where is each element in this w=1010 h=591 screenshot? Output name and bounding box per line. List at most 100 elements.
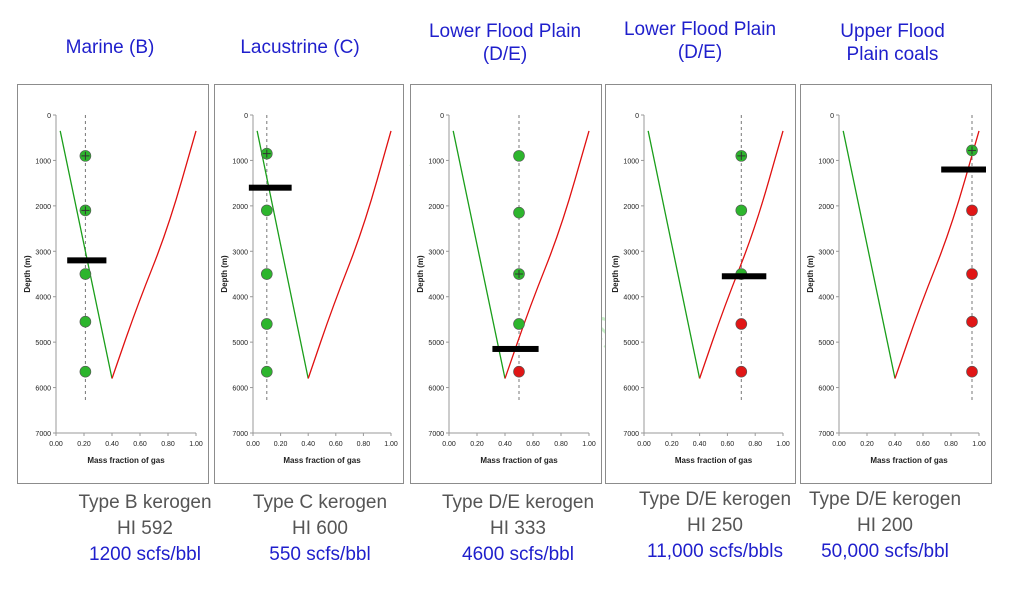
chart-svg: 0 1000 2000 3000 4000 5000 6000 7000 0.00 0.20 0.4… — [611, 113, 790, 465]
y-axis-label: Depth (m) — [806, 255, 815, 293]
sample-point — [260, 365, 273, 378]
panel-3-title-line: (D/E) — [677, 42, 723, 63]
panel-3-kerogen: Type D/E kerogen — [638, 489, 792, 510]
chart-svg: 0 1000 2000 3000 4000 5000 6000 7000 0.00 0.20 0.4… — [220, 113, 398, 465]
sample-point — [260, 268, 273, 280]
panel-2-chart: 0 1000 2000 3000 4000 5000 6000 7000 0.00 0.20 0.4… — [410, 84, 602, 484]
y-tick-label: 7000 — [818, 431, 834, 438]
y-tick-label: 5000 — [623, 340, 639, 347]
y-tick-label: 4000 — [232, 295, 248, 302]
y-tick-label: 6000 — [818, 386, 834, 393]
y-tick-label: 0 — [440, 113, 444, 120]
panel-2-title: Lower Flood Plain (D/E) — [410, 20, 600, 66]
x-tick-label: 0.60 — [329, 441, 343, 448]
y-tick-label: 1000 — [232, 158, 248, 165]
x-tick-label: 0.80 — [554, 441, 568, 448]
y-tick-label: 3000 — [232, 249, 248, 256]
panel-4-chart: 0 1000 2000 3000 4000 5000 6000 7000 0.00 0.20 0.4… — [800, 84, 992, 484]
red-line — [504, 130, 590, 379]
panel-4-title-line: Upper Flood — [840, 21, 945, 42]
y-tick-label: 3000 — [428, 249, 444, 256]
y-axis-label: Depth (m) — [220, 255, 229, 293]
panel-2-hi: HI 333 — [490, 518, 546, 539]
green-line — [452, 130, 506, 379]
x-tick-label: 0.20 — [77, 441, 91, 448]
y-tick-label: 0 — [635, 113, 639, 120]
panel-3-caption: Type D/E kerogen HI 250 11,000 scfs/bbls — [630, 487, 800, 565]
sample-point — [79, 268, 92, 280]
y-tick-label: 3000 — [623, 249, 639, 256]
y-axis-label: Depth (m) — [23, 255, 32, 293]
y-tick-label: 6000 — [623, 386, 639, 393]
y-tick-label: 5000 — [428, 340, 444, 347]
x-tick-label: 0.00 — [49, 441, 63, 448]
x-tick-label: 0.60 — [526, 441, 540, 448]
x-tick-label: 1.00 — [384, 441, 398, 448]
sample-point — [966, 315, 978, 328]
panel-2-title-line: Lower Flood Plain — [428, 21, 582, 42]
panel-1-chart: 0 1000 2000 3000 4000 5000 6000 7000 0.00 0.20 0.4… — [214, 84, 404, 484]
y-tick-label: 4000 — [818, 295, 834, 302]
y-tick-label: 5000 — [818, 340, 834, 347]
panel-1-rate: 550 scfs/bbl — [269, 544, 371, 565]
panel-1-hi: HI 600 — [292, 518, 348, 539]
y-tick-label: 4000 — [35, 295, 51, 302]
y-tick-label: 2000 — [35, 204, 51, 211]
black-bar — [248, 184, 292, 191]
x-tick-label: 0.80 — [944, 441, 958, 448]
panel-1-title-line: Lacustrine (C) — [240, 37, 360, 58]
y-tick-label: 5000 — [35, 340, 51, 347]
panel-4-hi: HI 200 — [857, 515, 913, 536]
sample-point — [513, 318, 525, 330]
panel-0-hi: HI 592 — [117, 518, 173, 539]
x-axis-label: Mass fraction of gas — [283, 456, 361, 465]
red-line — [894, 130, 980, 379]
panel-3-chart: 0 1000 2000 3000 4000 5000 6000 7000 0.00 0.20 0.4… — [605, 84, 796, 484]
sample-point — [735, 318, 748, 330]
panel-1-caption: Type C kerogen HI 600 550 scfs/bbl — [235, 490, 405, 568]
y-axis-label: Depth (m) — [416, 255, 425, 293]
sample-point — [966, 365, 978, 378]
green-line — [59, 130, 113, 379]
x-tick-label: 0.80 — [161, 441, 175, 448]
sample-point — [79, 365, 92, 378]
x-tick-label: 1.00 — [776, 441, 790, 448]
sample-point — [513, 365, 525, 378]
panel-2-title-line: (D/E) — [482, 44, 528, 65]
y-axis-label: Depth (m) — [611, 255, 620, 293]
y-tick-label: 5000 — [232, 340, 248, 347]
panel-2-kerogen: Type D/E kerogen — [441, 492, 595, 513]
y-tick-label: 6000 — [428, 386, 444, 393]
x-tick-label: 0.80 — [357, 441, 371, 448]
black-bar — [941, 166, 986, 173]
red-line — [698, 130, 784, 379]
y-tick-label: 3000 — [818, 249, 834, 256]
panel-4-rate: 50,000 scfs/bbl — [821, 541, 949, 562]
x-tick-label: 0.00 — [442, 441, 456, 448]
chart-svg: 0 1000 2000 3000 4000 5000 6000 7000 0.00 0.20 0.4… — [23, 113, 203, 465]
y-tick-label: 1000 — [428, 158, 444, 165]
sample-point — [513, 150, 525, 162]
y-tick-label: 4000 — [428, 295, 444, 302]
y-tick-label: 7000 — [428, 431, 444, 438]
panel-4-title: Upper Flood Plain coals — [800, 20, 985, 66]
red-line — [307, 130, 392, 379]
panel-1-title: Lacustrine (C) — [215, 36, 385, 59]
panel-0-chart: 0 1000 2000 3000 4000 5000 6000 7000 0.00 0.20 0.4… — [17, 84, 209, 484]
sample-point — [260, 318, 273, 330]
x-tick-label: 1.00 — [189, 441, 203, 448]
sample-point — [513, 206, 525, 219]
y-tick-label: 6000 — [232, 386, 248, 393]
panel-4-kerogen: Type D/E kerogen — [808, 489, 962, 510]
x-tick-label: 0.20 — [470, 441, 484, 448]
x-tick-label: 0.60 — [721, 441, 735, 448]
y-tick-label: 7000 — [232, 431, 248, 438]
panel-0-rate: 1200 scfs/bbl — [89, 544, 201, 565]
x-tick-label: 0.20 — [665, 441, 679, 448]
panel-2-caption: Type D/E kerogen HI 333 4600 scfs/bbl — [428, 490, 608, 568]
y-tick-label: 1000 — [35, 158, 51, 165]
x-tick-label: 0.20 — [274, 441, 288, 448]
sample-point — [79, 315, 92, 328]
x-tick-label: 0.40 — [693, 441, 707, 448]
x-tick-label: 0.40 — [105, 441, 119, 448]
